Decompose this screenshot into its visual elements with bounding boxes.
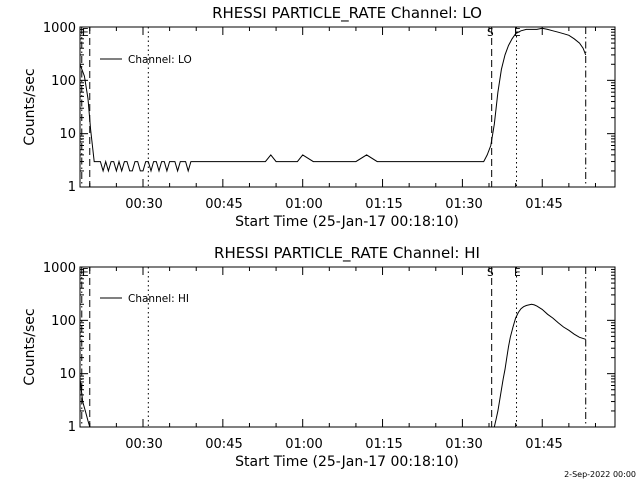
x-tick-label-lo-0045: 00:45: [205, 197, 242, 212]
x-tick-label-hi-0115: 01:15: [365, 437, 402, 452]
chart-panel-lo: RHESSI PARTICLE_RATE Channel: LO Counts/…: [22, 4, 616, 230]
x-tick-label-hi-0030: 00:30: [125, 437, 162, 452]
chart-panel-hi: RHESSI PARTICLE_RATE Channel: HI Counts/…: [22, 244, 616, 470]
series-line-hi: [79, 303, 586, 428]
y-tick-label-lo-1: 1: [68, 180, 76, 195]
marker-label-hi-e: E: [514, 267, 521, 279]
x-tick-label-lo-0115: 01:15: [365, 197, 402, 212]
plot-frame-hi: [79, 266, 616, 428]
x-axis-label-hi: Start Time (25-Jan-17 00:18:10): [235, 454, 459, 470]
chart-title-lo: RHESSI PARTICLE_RATE Channel: LO: [212, 4, 482, 23]
y-tick-label-hi-1000: 1000: [43, 261, 76, 276]
chart-title-hi: RHESSI PARTICLE_RATE Channel: HI: [214, 244, 480, 263]
y-tick-label-hi-100: 100: [51, 314, 76, 329]
series-line-lo: [79, 27, 587, 173]
y-axis-label-lo: Counts/sec: [22, 68, 38, 145]
x-tick-label-lo-0100: 01:00: [285, 197, 322, 212]
marker-label-lo-e-start: E: [82, 27, 89, 39]
plot-frame-lo: [79, 26, 616, 188]
x-tick-label-hi-0100: 01:00: [285, 437, 322, 452]
x-tick-label-lo-0030: 00:30: [125, 197, 162, 212]
footer-timestamp: 2-Sep-2022 00:00: [564, 470, 636, 479]
marker-label-lo-s: S: [487, 27, 494, 39]
x-tick-label-hi-0130: 01:30: [445, 437, 482, 452]
x-tick-label-hi-0145: 01:45: [525, 437, 562, 452]
y-tick-label-lo-1000: 1000: [43, 21, 76, 36]
marker-label-hi-e-start: E: [82, 267, 89, 279]
y-tick-label-hi-10: 10: [59, 367, 76, 382]
y-axis-label-hi: Counts/sec: [22, 308, 38, 385]
legend-label-lo: Channel: LO: [128, 54, 192, 66]
y-tick-label-lo-10: 10: [59, 127, 76, 142]
x-tick-label-lo-0145: 01:45: [525, 197, 562, 212]
x-axis-label-lo: Start Time (25-Jan-17 00:18:10): [235, 214, 459, 230]
legend-label-hi: Channel: HI: [128, 293, 189, 305]
x-tick-label-hi-0045: 00:45: [205, 437, 242, 452]
marker-label-hi-s: S: [487, 267, 494, 279]
y-tick-label-hi-1: 1: [68, 420, 76, 435]
y-tick-label-lo-100: 100: [51, 74, 76, 89]
x-tick-label-lo-0130: 01:30: [445, 197, 482, 212]
